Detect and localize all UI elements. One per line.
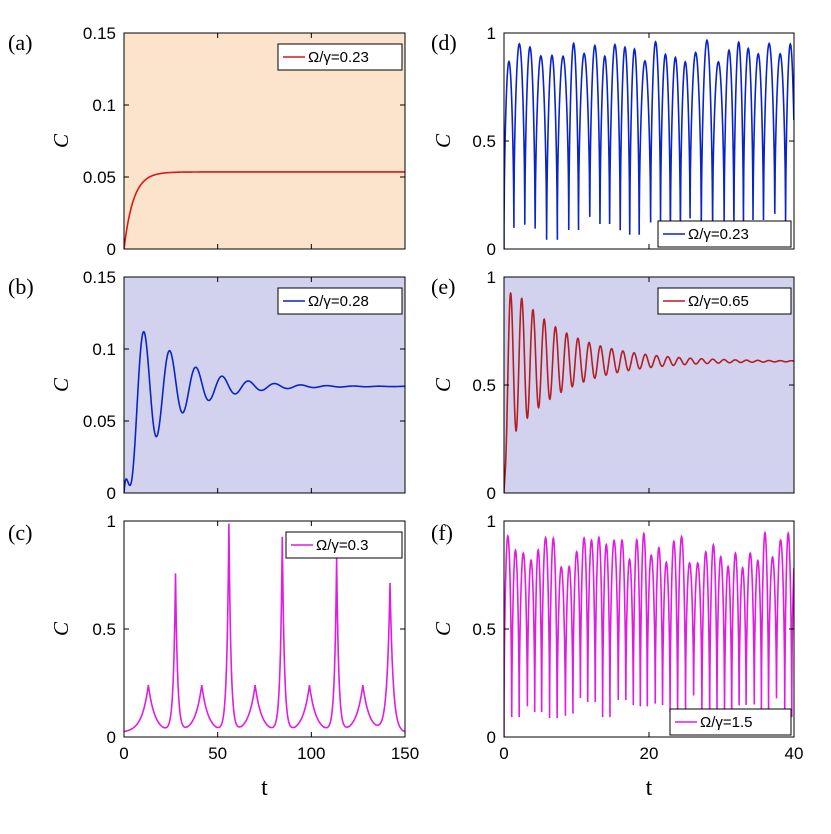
y-tick-label: 0.1 [92,340,116,359]
panel-c: 0 50 100 150 0 0.5 1 Ct (c) Ω/γ=0.3 [8,512,419,801]
axes-frame [123,276,406,494]
y-tick-label: 0 [487,240,496,259]
panel-f: 0 20 40 0 0.5 1 Ct (f) Ω/γ=1.5 [431,512,803,801]
legend: Ω/γ=0.23 [657,220,792,248]
y-tick-label: 1 [487,24,496,43]
x-tick-label: 150 [391,744,419,763]
legend: Ω/γ=1.5 [669,708,792,736]
y-axis-label: C [431,377,455,392]
y-axis-label: C [431,621,455,636]
axes-frame [123,32,406,250]
series-line-a-0 [124,171,405,249]
y-tick-label: 0.05 [83,168,116,187]
x-tick-label: 40 [785,744,804,763]
x-tick-label: 0 [119,744,128,763]
y-tick-label: 0 [487,728,496,747]
legend-entry: Ω/γ=0.23 [308,49,369,66]
legend: Ω/γ=0.28 [277,287,403,315]
y-tick-label: 1 [487,268,496,287]
y-tick-label: 0.15 [83,24,116,43]
legend-entry: Ω/γ=0.65 [688,293,749,310]
x-tick-label: 100 [297,744,325,763]
legend: Ω/γ=0.23 [277,43,403,71]
panel-label: (d) [431,30,457,55]
y-axis-label: C [49,621,73,636]
series-line-e-0 [504,291,794,493]
series-line-c-0 [124,523,405,733]
y-tick-label: 1 [487,512,496,531]
y-axis-label: C [49,377,73,392]
legend: Ω/γ=0.65 [657,287,792,315]
x-axis-label: t [646,775,653,801]
y-axis-label: C [431,133,455,148]
panel-label: (c) [8,520,32,545]
y-tick-label: 0.15 [83,268,116,287]
y-tick-label: 0.5 [472,132,496,151]
panel-e: 0 0.5 1 C (e) Ω/γ=0.65 [431,268,795,503]
x-tick-label: 0 [499,744,508,763]
legend-entry: Ω/γ=0.3 [316,537,369,554]
panel-d: 0 0.5 1 C (d) Ω/γ=0.23 [431,24,795,259]
series-line-f-0 [504,530,794,737]
panel-label: (f) [431,520,453,545]
y-tick-label: 0.5 [472,620,496,639]
panel-label: (b) [8,274,34,299]
y-tick-label: 0 [107,728,116,747]
y-tick-label: 1 [107,512,116,531]
y-tick-label: 0.5 [472,376,496,395]
y-tick-label: 0 [487,484,496,503]
y-axis-label: C [49,133,73,148]
x-axis-label: t [261,775,268,801]
legend-entry: Ω/γ=1.5 [700,714,753,731]
x-tick-label: 50 [208,744,227,763]
legend-entry: Ω/γ=0.23 [688,226,749,243]
y-tick-label: 0 [107,240,116,259]
panel-label: (e) [431,274,455,299]
y-tick-label: 0 [107,484,116,503]
y-tick-label: 0.05 [83,412,116,431]
series-line-d-0 [504,38,794,249]
panel-a: 0 0.05 0.1 0.15 C (a) Ω/γ=0.23 [8,24,406,259]
panel-label: (a) [8,30,32,55]
y-tick-label: 0.1 [92,96,116,115]
series-line-b-0 [124,330,405,493]
legend: Ω/γ=0.3 [285,531,403,559]
legend-entry: Ω/γ=0.28 [308,293,369,310]
y-tick-label: 0.5 [92,620,116,639]
panel-b: 0 0.05 0.1 0.15 C (b) Ω/γ=0.28 [8,268,406,503]
x-tick-label: 20 [640,744,659,763]
